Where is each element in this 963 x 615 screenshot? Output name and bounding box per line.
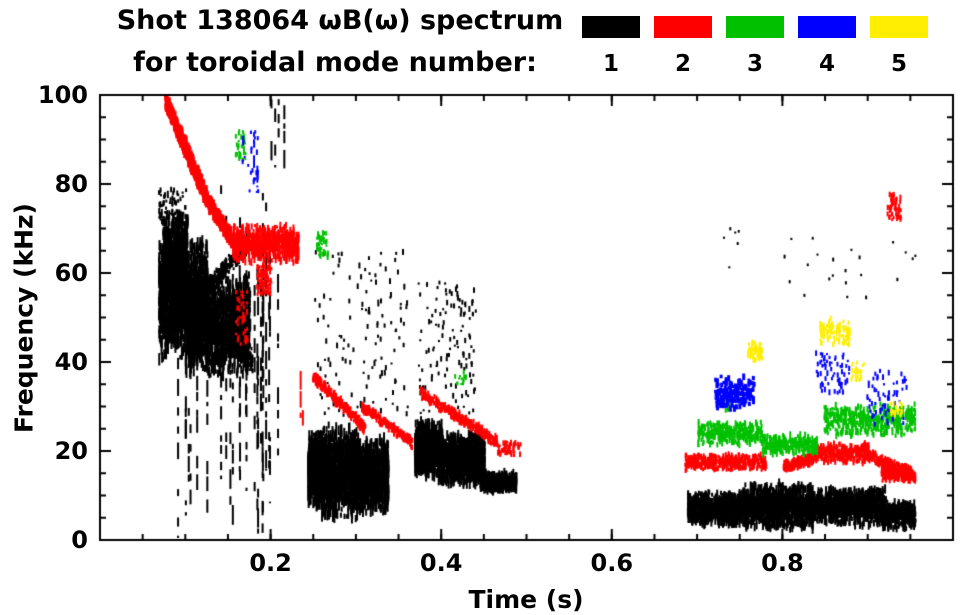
x-tick-label-0.2: 0.2 <box>249 549 292 577</box>
x-tick-label-0.6: 0.6 <box>590 549 634 577</box>
x-tick-label-0.4: 0.4 <box>419 549 463 577</box>
y-axis-title: Frequency (kHz) <box>9 203 39 433</box>
x-tick-label-0.8: 0.8 <box>761 549 804 577</box>
legend-label-mode-1: 1 <box>602 51 619 77</box>
legend-swatch-mode-1 <box>582 16 640 38</box>
legend-label-mode-4: 4 <box>818 51 835 77</box>
legend-label-mode-2: 2 <box>674 51 691 77</box>
y-tick-label-0: 0 <box>71 526 88 554</box>
legend-label-mode-3: 3 <box>746 51 763 77</box>
y-tick-label-80: 80 <box>54 170 88 198</box>
legend-swatch-mode-4 <box>798 16 856 38</box>
legend-swatch-mode-2 <box>654 16 712 38</box>
legend-label-mode-5: 5 <box>890 51 907 77</box>
y-tick-label-60: 60 <box>54 259 88 287</box>
y-tick-label-20: 20 <box>54 437 88 465</box>
chart-title-line1: Shot 138064 ωB(ω) spectrum <box>116 5 564 36</box>
y-tick-label-40: 40 <box>54 348 88 376</box>
legend-swatch-mode-5 <box>870 16 928 38</box>
legend-swatch-mode-3 <box>726 16 784 38</box>
y-tick-label-100: 100 <box>37 81 88 109</box>
chart-title-line2: for toroidal mode number: <box>133 47 537 78</box>
x-axis-title: Time (s) <box>468 585 584 614</box>
